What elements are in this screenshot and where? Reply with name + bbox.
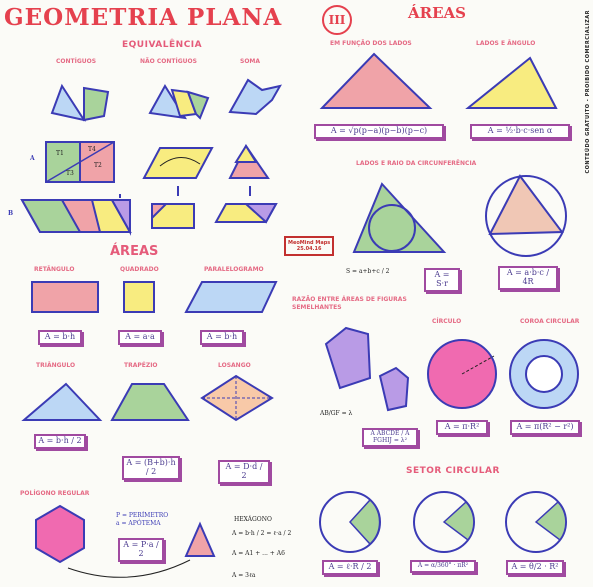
stamp-date: 25.04.16 (288, 246, 330, 252)
formula-coroa: A = π(R² − r²) (510, 420, 580, 435)
lados-angulo-title: LADOS E ÂNGULO (476, 40, 535, 47)
hexagono-label: HEXÁGONO (234, 516, 272, 523)
triangle (24, 384, 100, 420)
formula-circunscrita: A = a·b·c / 4R (498, 266, 558, 290)
contiguos-label: CONTÍGUOS (56, 58, 96, 65)
raio-title: LADOS E RAIO DA CIRCUNFERÊNCIA (356, 160, 476, 167)
areas-section-title: ÁREAS (110, 244, 158, 259)
hexagono-f1: A = b·h / 2 = ℓ·a / 2 (232, 530, 291, 537)
formula-inscrita: A = S·r (424, 268, 460, 292)
setor-title: SETOR CIRCULAR (406, 466, 500, 476)
razao-title: RAZÃO ENTRE ÁREAS DE FIGURAS SEMELHANTES (292, 296, 422, 312)
formula-triangulo: A = b·h / 2 (34, 434, 86, 449)
formula-retangulo: A = b·h (38, 330, 82, 345)
lados-angulo-triangle (468, 58, 556, 108)
sum-shape (230, 80, 280, 114)
annulus-inner (526, 356, 562, 392)
paralelogramo-label: PARALELOGRAMO (204, 266, 264, 273)
trapezio-label: TRAPÉZIO (124, 362, 158, 369)
formula-setor-1: A = ℓ·R / 2 (322, 560, 378, 575)
circulo-title: CÍRCULO (432, 318, 461, 325)
losango-label: LOSANGO (218, 362, 251, 369)
parallelogram-yellow (144, 148, 212, 178)
label-t1: T1 (56, 150, 64, 157)
heron-title: EM FUNÇÃO DOS LADOS (330, 40, 412, 47)
hexagono-f2: A = A1 + ... + A6 (232, 550, 285, 557)
author-stamp: MeoMind Maps 25.04.16 (284, 236, 334, 256)
triangulo-label: TRIÂNGULO (36, 362, 75, 369)
polygon-large (326, 328, 370, 388)
poligono-p: P = PERÍMETRO (116, 512, 168, 519)
formula-losango: A = D·d / 2 (218, 460, 270, 484)
hexagon (36, 506, 84, 562)
formula-circulo: A = π·R² (436, 420, 488, 435)
heron-triangle (322, 54, 430, 108)
equivalencia-title: EQUIVALÊNCIA (122, 40, 202, 50)
formula-poligono: A = P·a / 2 (118, 538, 164, 562)
poligono-title: POLÍGONO REGULAR (20, 490, 89, 497)
nao-contiguos-label: NÃO CONTÍGUOS (140, 58, 197, 65)
formula-paralelogramo: A = b·h (200, 330, 244, 345)
formula-setor-2: A = α/360° · πR² (410, 560, 476, 573)
formula-quadrado: A = a·a (118, 330, 162, 345)
contiguous-quad-green (84, 88, 108, 120)
contiguous-triangle-blue (52, 86, 84, 120)
formula-razao-areas: A ABCDE / A FGHIJ = λ² (362, 428, 418, 447)
poligono-a: a = APÓTEMA (116, 520, 161, 527)
label-a: A (30, 155, 35, 162)
coroa-title: COROA CIRCULAR (520, 318, 579, 325)
hexagon-slice (186, 524, 214, 556)
polygon-small (380, 368, 408, 410)
semi-perimeter: S = a+b+c / 2 (346, 268, 389, 275)
formula-heron: A = √p(p−a)(p−b)(p−c) (314, 124, 444, 139)
parallelogram (186, 282, 276, 312)
inscribed-triangle (354, 184, 444, 252)
hexagono-f3: A = 3ℓa (232, 572, 255, 579)
formula-trapezio: A = (B+b)·h / 2 (122, 456, 180, 480)
trapezoid (112, 384, 188, 420)
square (124, 282, 154, 312)
rectangle (32, 282, 98, 312)
soma-label: SOMA (240, 58, 260, 65)
label-t3: T3 (66, 170, 74, 177)
formula-setor-3: A = θ/2 · R² (506, 560, 564, 575)
quadrado-label: QUADRADO (120, 266, 159, 273)
label-t2: T2 (94, 162, 102, 169)
ratio-sides: AB/GF = λ (320, 410, 352, 417)
label-b: B (8, 210, 13, 217)
retangulo-label: RETÂNGULO (34, 266, 75, 273)
label-t4: T4 (88, 146, 96, 153)
formula-lados-angulo: A = ½·b·c·sen α (470, 124, 570, 139)
